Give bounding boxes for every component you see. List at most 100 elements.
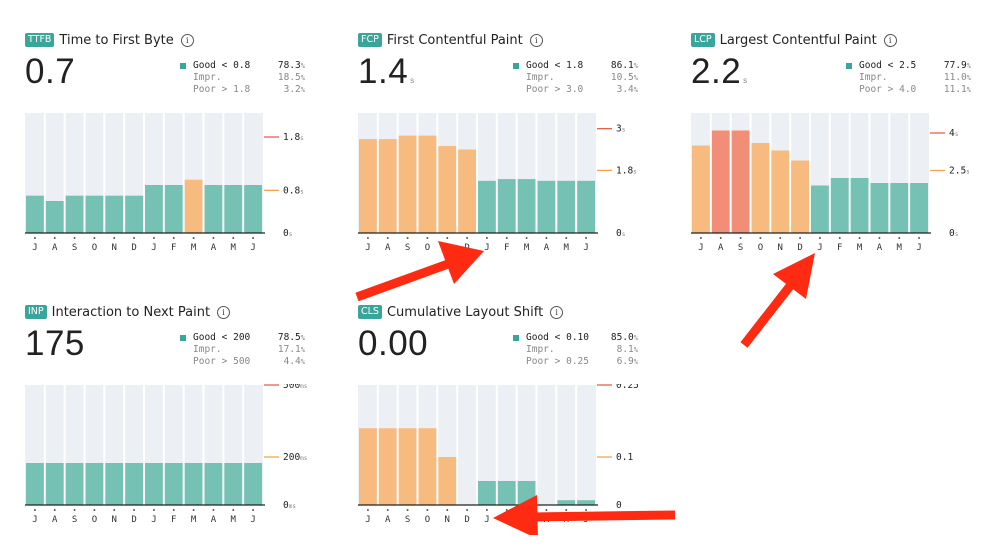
bar	[26, 463, 44, 505]
month-label: M	[857, 243, 863, 253]
legend-poor: Poor > 4.0 11.1%	[847, 84, 971, 96]
month-tick-dot	[252, 237, 255, 239]
month-tick-dot	[545, 237, 548, 239]
panel-header: TTFB Time to First Byte i	[25, 30, 194, 50]
y-tick-unit: s	[300, 135, 304, 142]
metric-value: 2.2 s	[691, 52, 748, 92]
month-tick-dot	[232, 237, 235, 239]
month-tick-dot	[818, 237, 821, 239]
month-tick-dot	[505, 509, 508, 511]
month-tick-dot	[172, 237, 175, 239]
panel-fcp: FCP First Contentful Paint i 1.4 s Good <…	[358, 30, 658, 280]
y-tick-unit: ms	[300, 455, 308, 462]
info-icon[interactable]: i	[529, 33, 543, 47]
bar	[517, 481, 536, 505]
bar	[398, 428, 417, 505]
month-tick-dot	[33, 509, 36, 511]
month-label: J	[365, 243, 370, 253]
info-icon[interactable]: i	[217, 305, 231, 319]
month-tick-dot	[386, 509, 389, 511]
bar	[359, 139, 377, 233]
month-label: S	[405, 515, 410, 525]
legend-pct: 86.1	[610, 60, 634, 71]
y-tick-label: 200ms	[283, 452, 308, 463]
metric-value-number: 0.00	[358, 324, 429, 363]
y-tick-unit: s	[289, 231, 293, 238]
month-label: A	[718, 243, 724, 253]
bar	[65, 195, 84, 233]
y-tick-unit: s	[300, 188, 304, 195]
metric-title: Time to First Byte	[59, 32, 174, 48]
bar	[244, 185, 262, 233]
month-tick-dot	[719, 237, 722, 239]
legend-improve: Impr. 10.5%	[514, 72, 638, 84]
legend-cmp: <	[221, 332, 228, 343]
info-icon[interactable]: i	[883, 33, 897, 47]
month-label: J	[583, 515, 588, 525]
bar	[224, 463, 243, 505]
month-label: M	[231, 243, 237, 253]
bar	[478, 180, 496, 233]
bar	[164, 185, 183, 233]
legend-label: Poor	[526, 84, 549, 95]
month-label: J	[365, 515, 370, 525]
bar	[830, 178, 849, 233]
month-tick-dot	[113, 237, 116, 239]
metric-value: 0.7	[25, 52, 77, 92]
month-label: S	[738, 243, 743, 253]
month-tick-dot	[406, 237, 409, 239]
metric-value: 175	[25, 324, 87, 364]
legend-label: Impr.	[859, 72, 888, 83]
bar	[224, 185, 243, 233]
month-label: J	[32, 243, 37, 253]
legend-threshold: 4.0	[899, 84, 917, 95]
metric-title: Largest Contentful Paint	[719, 32, 877, 48]
month-tick-dot	[113, 509, 116, 511]
month-label: M	[564, 515, 570, 525]
legend-label: Poor	[193, 84, 216, 95]
month-tick-dot	[192, 237, 195, 239]
legend-cmp: >	[887, 84, 894, 95]
legend-pct: 11.0	[943, 72, 967, 83]
bar	[771, 150, 790, 233]
month-tick-dot	[73, 237, 76, 239]
month-tick-dot	[212, 237, 215, 239]
legend-pct: 77.9	[943, 60, 967, 71]
legend-pct-unit: %	[300, 358, 305, 366]
legend-pct: 10.5	[610, 72, 634, 83]
legend-pct-unit: %	[633, 74, 638, 82]
month-label: F	[171, 243, 176, 253]
month-tick-dot	[446, 509, 449, 511]
month-tick-dot	[152, 509, 155, 511]
month-label: F	[504, 515, 509, 525]
month-tick-dot	[878, 237, 881, 239]
y-tick-unit: ms	[300, 384, 308, 390]
month-label: A	[877, 243, 883, 253]
y-tick-label: 0	[616, 500, 622, 511]
panel-lcp: LCP Largest Contentful Paint i 2.2 s Good…	[691, 30, 991, 280]
metric-title: First Contentful Paint	[386, 32, 523, 48]
info-icon[interactable]: i	[550, 305, 564, 319]
y-tick-value: 1.8	[616, 165, 633, 176]
metric-tag: LCP	[691, 33, 715, 47]
metric-tag: TTFB	[25, 33, 55, 47]
good-swatch	[180, 335, 186, 341]
month-label: N	[445, 515, 450, 525]
y-tick-value: 1.8	[283, 132, 300, 143]
month-label: M	[524, 243, 530, 253]
legend-cmp: <	[554, 60, 561, 71]
legend-pct-unit: %	[966, 74, 971, 82]
month-tick-dot	[525, 509, 528, 511]
legend-label: Good	[193, 332, 216, 343]
metric-tag: FCP	[358, 33, 382, 47]
legend-pct-unit: %	[300, 334, 305, 342]
metric-value-number: 0.7	[25, 52, 76, 91]
legend-pct-unit: %	[633, 86, 638, 94]
y-tick-label: 0s	[949, 228, 959, 239]
y-tick-value: 500	[283, 384, 300, 391]
month-tick-dot	[386, 237, 389, 239]
panel-cls: CLS Cumulative Layout Shift i 0.00 Good …	[358, 302, 658, 552]
month-label: A	[52, 243, 58, 253]
info-icon[interactable]: i	[180, 33, 194, 47]
good-swatch	[513, 63, 519, 69]
